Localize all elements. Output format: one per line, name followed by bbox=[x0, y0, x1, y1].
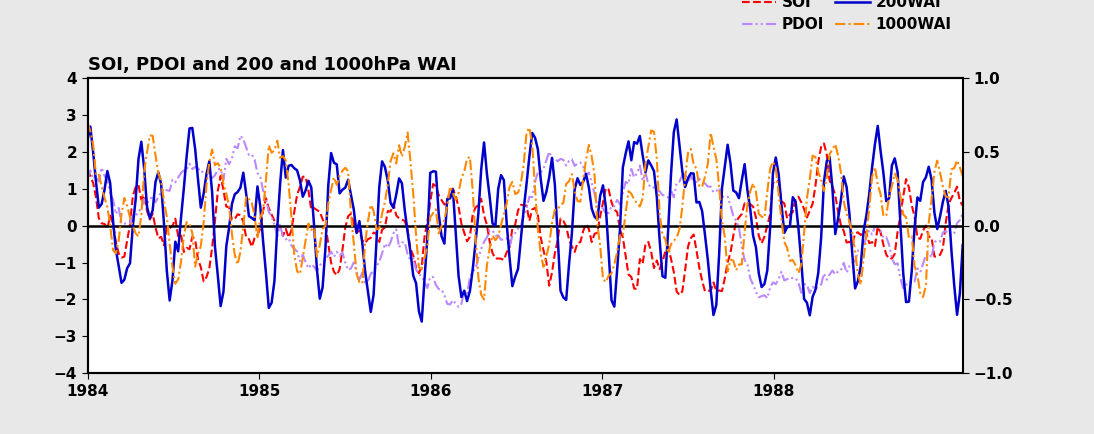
1000WAI bbox=[956, 174, 969, 179]
PDOI bbox=[503, 244, 516, 250]
PDOI bbox=[956, 211, 969, 216]
200WAI bbox=[181, 154, 194, 159]
SOI bbox=[888, 251, 901, 256]
PDOI bbox=[888, 262, 901, 267]
200WAI bbox=[500, 221, 513, 226]
200WAI bbox=[356, 240, 369, 245]
1000WAI bbox=[356, 281, 369, 286]
200WAI bbox=[318, 246, 331, 251]
200WAI bbox=[81, 138, 94, 143]
1000WAI bbox=[500, 201, 513, 206]
SOI bbox=[318, 222, 331, 227]
PDOI bbox=[359, 280, 372, 285]
SOI bbox=[356, 238, 369, 243]
1000WAI bbox=[318, 223, 331, 228]
SOI bbox=[956, 203, 969, 208]
PDOI bbox=[466, 269, 479, 274]
200WAI bbox=[888, 156, 901, 161]
SOI bbox=[181, 245, 194, 250]
Line: PDOI: PDOI bbox=[88, 136, 963, 307]
PDOI bbox=[452, 304, 465, 309]
Text: SOI, PDOI and 200 and 1000hPa WAI: SOI, PDOI and 200 and 1000hPa WAI bbox=[88, 56, 456, 74]
SOI bbox=[81, 167, 94, 172]
PDOI bbox=[181, 167, 194, 172]
SOI bbox=[498, 257, 511, 263]
SOI bbox=[673, 293, 686, 298]
200WAI bbox=[416, 319, 429, 324]
Line: 1000WAI: 1000WAI bbox=[88, 122, 963, 299]
1000WAI bbox=[181, 220, 194, 225]
1000WAI bbox=[461, 156, 474, 161]
1000WAI bbox=[477, 297, 490, 302]
PDOI bbox=[234, 133, 247, 138]
Line: SOI: SOI bbox=[88, 144, 963, 295]
200WAI bbox=[464, 289, 477, 294]
Line: 200WAI: 200WAI bbox=[88, 119, 963, 322]
SOI bbox=[461, 239, 474, 244]
1000WAI bbox=[81, 120, 94, 125]
200WAI bbox=[956, 243, 969, 248]
200WAI bbox=[671, 117, 684, 122]
SOI bbox=[817, 141, 830, 146]
Legend: SOI, PDOI, 200WAI, 1000WAI: SOI, PDOI, 200WAI, 1000WAI bbox=[737, 0, 956, 36]
1000WAI bbox=[885, 183, 898, 188]
PDOI bbox=[81, 176, 94, 181]
PDOI bbox=[322, 253, 335, 258]
